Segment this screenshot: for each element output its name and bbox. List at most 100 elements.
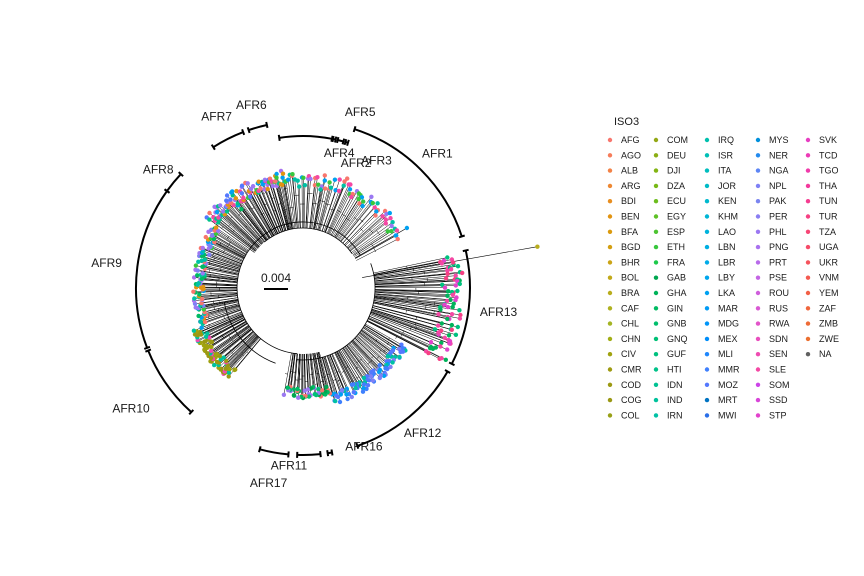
tree-branch — [228, 336, 260, 371]
legend-label: COL — [621, 410, 640, 420]
legend-item: PAK — [755, 196, 786, 206]
tip-point — [453, 297, 458, 303]
legend-item: NPL — [755, 181, 787, 191]
legend-swatch — [755, 321, 761, 326]
tree-branch — [218, 217, 258, 250]
tip-point — [445, 304, 451, 310]
tree-branch — [289, 174, 297, 229]
tree-branch — [373, 262, 454, 277]
legend-label: ZWE — [819, 334, 839, 344]
tip-point — [370, 200, 375, 206]
tip-point — [383, 366, 388, 371]
tip-point — [295, 386, 300, 392]
tip-point — [432, 327, 438, 332]
tip-point — [457, 316, 463, 321]
legend-swatch — [607, 275, 613, 280]
legend-item: PRT — [755, 257, 787, 267]
tip-point — [207, 335, 212, 340]
tree-branch — [241, 185, 273, 237]
legend-item: CIV — [607, 349, 636, 359]
tip-point — [345, 176, 350, 181]
tree-branch — [317, 182, 330, 230]
tree-branch — [226, 333, 256, 362]
legend-item: NA — [805, 349, 832, 359]
tip-point — [341, 183, 346, 188]
tip-point — [245, 181, 250, 186]
tree-branch — [326, 184, 349, 234]
tip-point — [199, 297, 205, 302]
clade-arc-tick — [178, 171, 184, 177]
tip-point — [223, 366, 228, 371]
tree-branch — [338, 350, 360, 386]
clade-arc-tick — [458, 234, 466, 239]
tip-point — [280, 171, 286, 176]
legend-label: CIV — [621, 349, 636, 359]
tree-branch — [272, 186, 287, 231]
legend-swatch — [653, 336, 659, 342]
tree-branch — [226, 334, 257, 366]
legend-swatch — [755, 306, 761, 311]
legend-swatch — [704, 275, 710, 280]
legend-swatch — [653, 275, 659, 280]
tree-branch — [215, 328, 252, 358]
legend-item: IRN — [653, 410, 683, 420]
tree-branch — [278, 203, 281, 205]
clade-arc-tick — [210, 144, 216, 151]
tip-point — [349, 394, 354, 400]
legend-item: COM — [653, 135, 688, 145]
clade-arc-tick — [352, 125, 357, 133]
legend-label: BEN — [621, 212, 640, 222]
legend-swatch — [653, 382, 659, 387]
clade-afr12: AFR12 — [355, 369, 451, 450]
tree-branch — [211, 326, 250, 355]
tree-branch — [339, 201, 371, 242]
tree-branch — [327, 355, 342, 393]
tree-branch — [395, 336, 398, 339]
tree-branch — [292, 174, 298, 229]
legend-swatch — [607, 352, 613, 357]
tree-branch — [278, 183, 290, 230]
tip-point — [373, 213, 378, 218]
tip-point — [315, 175, 320, 180]
tip-point — [455, 264, 461, 269]
tip-point — [397, 354, 402, 360]
legend-label: TUR — [819, 212, 838, 222]
clade-afr7: AFR7 — [201, 110, 246, 151]
legend-label: MLI — [718, 349, 733, 359]
tip-point — [286, 177, 291, 182]
tip-point — [224, 209, 230, 214]
clade-label: AFR3 — [361, 154, 392, 168]
tree-branch — [213, 238, 246, 257]
tip-point — [239, 183, 245, 188]
tip-point — [234, 188, 239, 194]
tree-branch — [229, 348, 232, 351]
tree-branch — [336, 203, 360, 239]
tree-branch — [228, 336, 231, 338]
legend-swatch — [755, 244, 761, 250]
tree-branch — [274, 181, 289, 231]
tree-branch — [374, 280, 458, 286]
tip-point — [445, 271, 450, 277]
tree-branch — [374, 295, 454, 304]
tip-point — [380, 214, 385, 219]
tip-point — [198, 319, 203, 324]
legend-label: SSD — [769, 395, 788, 405]
tree-branch — [374, 265, 459, 279]
tree-branch — [371, 355, 374, 359]
tree-branch — [362, 246, 538, 278]
clade-afr2: AFR2 — [336, 136, 372, 170]
legend-label: KEN — [718, 196, 737, 206]
tip-point — [426, 350, 431, 356]
tree-branch — [217, 251, 219, 255]
tree-branch — [205, 319, 246, 342]
legend-item: SDN — [755, 334, 788, 344]
legend-label: UKR — [819, 257, 839, 267]
tree-branch — [209, 318, 245, 338]
tree-branch — [228, 206, 263, 244]
tip-point — [214, 359, 220, 365]
tree-branch — [354, 227, 408, 259]
legend-swatch — [653, 229, 659, 234]
legend-swatch — [607, 367, 613, 372]
legend-swatch — [755, 352, 761, 357]
